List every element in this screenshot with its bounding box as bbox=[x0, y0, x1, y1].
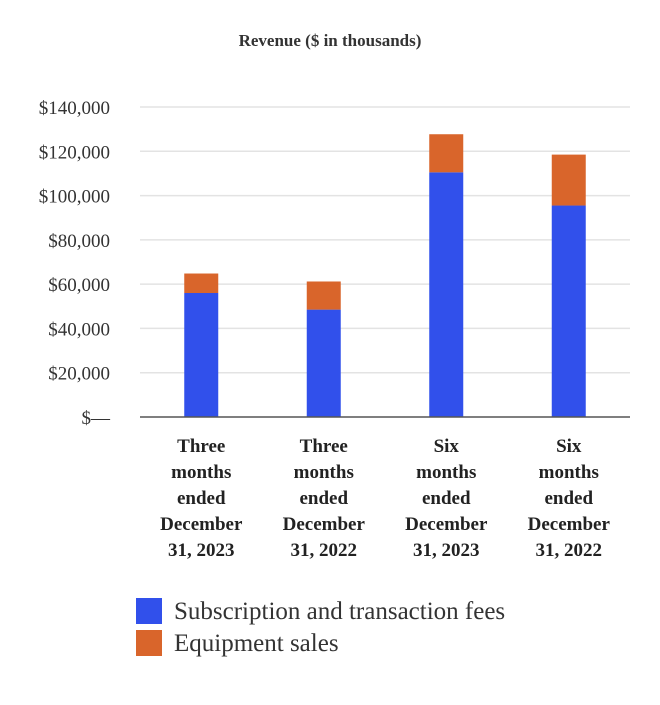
bar-segment-equipment-sales bbox=[184, 273, 219, 293]
bar-segment-equipment-sales bbox=[306, 281, 341, 310]
y-axis-tick-labels: $— $20,000 $40,000 $60,000 $80,000 $100,000 $1… bbox=[39, 98, 111, 429]
y-tick-label: $— bbox=[82, 408, 112, 429]
y-tick-label: $120,000 bbox=[39, 142, 110, 163]
bar-segment-subscription-fees bbox=[551, 205, 586, 417]
y-tick-label: $40,000 bbox=[48, 319, 110, 340]
x-category-label: Three months ended December 31, 2023 bbox=[160, 436, 243, 561]
x-category-label: Six months ended December 31, 2023 bbox=[405, 436, 488, 561]
legend-swatch bbox=[136, 630, 162, 656]
bar-segment-equipment-sales bbox=[429, 134, 464, 173]
x-axis-category-labels: Three months ended December 31, 2023 Three mon… bbox=[160, 436, 610, 561]
bar-segment-subscription-fees bbox=[184, 293, 219, 417]
x-category-label: Six months ended December 31, 2022 bbox=[528, 436, 611, 561]
legend: Subscription and transaction fees Equipme… bbox=[136, 598, 505, 657]
bar-segment-subscription-fees bbox=[306, 309, 341, 417]
chart-title: Revenue ($ in thousands) bbox=[239, 31, 422, 50]
y-tick-label: $60,000 bbox=[48, 275, 110, 296]
gridlines bbox=[140, 106, 630, 374]
legend-label: Subscription and transaction fees bbox=[174, 598, 505, 625]
legend-label: Equipment sales bbox=[174, 630, 339, 657]
x-category-label: Three months ended December 31, 2022 bbox=[283, 436, 366, 561]
legend-swatch bbox=[136, 598, 162, 624]
y-tick-label: $80,000 bbox=[48, 231, 110, 252]
bar-segment-equipment-sales bbox=[551, 154, 586, 206]
y-tick-label: $100,000 bbox=[39, 187, 110, 208]
y-tick-label: $140,000 bbox=[39, 98, 110, 119]
bar-segment-subscription-fees bbox=[429, 172, 464, 417]
bars bbox=[184, 134, 586, 417]
y-tick-label: $20,000 bbox=[48, 364, 110, 385]
